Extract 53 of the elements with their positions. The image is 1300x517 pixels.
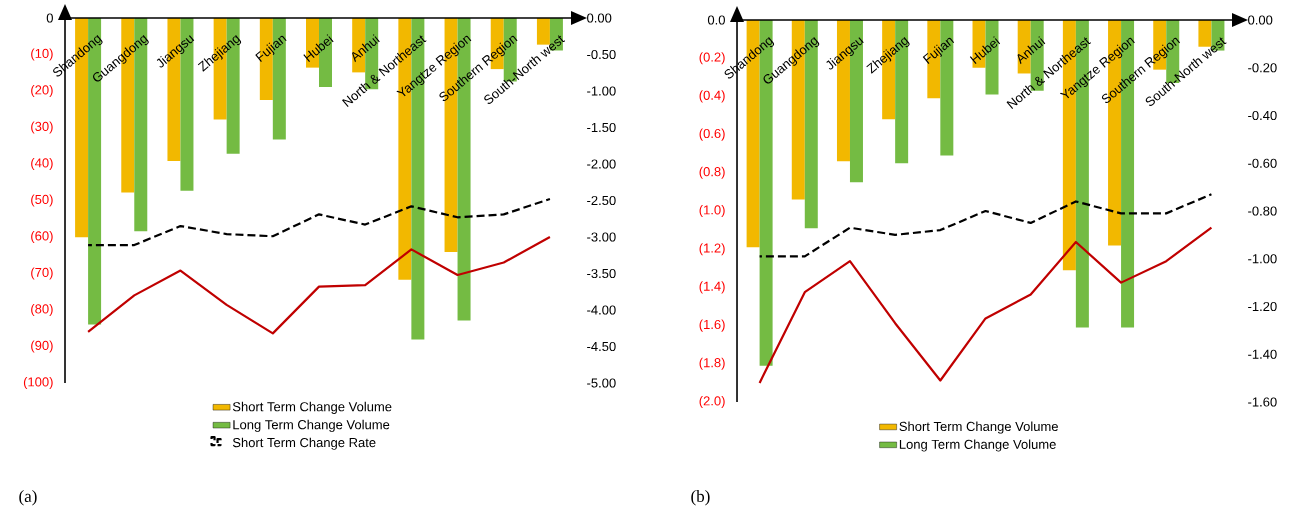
line-series (86, 197, 552, 247)
y-tick-label: 0.0 (707, 15, 725, 25)
legend-label: Short Term Change Rate (232, 437, 376, 450)
y-tick-label: 0 (46, 13, 53, 23)
y-tick-label: (20) (31, 84, 53, 98)
legend-label: Long Term Change Volume (233, 419, 390, 432)
y-tick-label: (1.2) (699, 243, 725, 256)
y-tick-label: (100) (23, 376, 53, 390)
y-tick-label: (0.6) (699, 128, 725, 141)
y2-tick-label: -0.40 (1248, 110, 1277, 121)
y2-tick-label: -0.50 (587, 49, 616, 60)
y-tick-label: (1.0) (699, 204, 725, 218)
y-tick-label: (30) (31, 121, 53, 134)
y-tick-label: (90) (31, 340, 53, 353)
y-tick-label: (50) (31, 194, 53, 207)
y2-tick-label: -1.20 (1248, 301, 1277, 312)
y2-tick-label: -1.40 (1248, 349, 1277, 359)
legend-label: Short Term Change Volume (899, 421, 1058, 434)
y-tick-label: (80) (31, 303, 53, 317)
y-tick-label: (10) (31, 48, 53, 61)
text: (b) (691, 490, 710, 506)
y2-tick-label: -0.80 (1248, 206, 1277, 216)
y2-tick-label: -3.00 (587, 232, 616, 242)
y-tick-label: (0.8) (699, 166, 725, 179)
y2-tick-label: -1.00 (587, 86, 616, 96)
line-series (86, 235, 552, 335)
y2-tick-label: -2.00 (587, 159, 616, 169)
y-tick-label: (40) (31, 157, 53, 171)
y-tick-label: (0.2) (699, 52, 725, 65)
y2-tick-label: -4.00 (587, 305, 616, 315)
y-tick-label: (1.4) (699, 281, 725, 294)
y2-tick-label: 0.00 (1248, 15, 1273, 25)
text: (a) (19, 490, 37, 506)
legend-label: Short Term Change Volume (232, 401, 392, 414)
y2-tick-label: -4.50 (587, 341, 616, 352)
line-series (758, 193, 1213, 258)
y2-tick-label: -3.50 (587, 268, 616, 279)
y2-tick-label: 0.00 (587, 13, 612, 23)
y2-tick-label: -2.50 (587, 195, 616, 206)
y-tick-label: (1.8) (699, 357, 725, 370)
y2-tick-label: -0.60 (1248, 158, 1277, 168)
y2-tick-label: -0.20 (1248, 63, 1277, 73)
y-tick-label: (0.4) (699, 90, 725, 103)
y2-tick-label: -1.50 (587, 122, 616, 133)
y-tick-label: (1.6) (699, 319, 725, 332)
y-tick-label: (60) (31, 230, 53, 244)
y-tick-label: (2.0) (699, 395, 725, 409)
line-series (758, 226, 1213, 384)
y-tick-label: (70) (31, 267, 53, 280)
y2-tick-label: -1.00 (1248, 254, 1277, 264)
y2-tick-label: -1.60 (1248, 397, 1277, 407)
legend-label: Long Term Change Volume (899, 439, 1056, 452)
y2-tick-label: -5.00 (587, 378, 616, 388)
